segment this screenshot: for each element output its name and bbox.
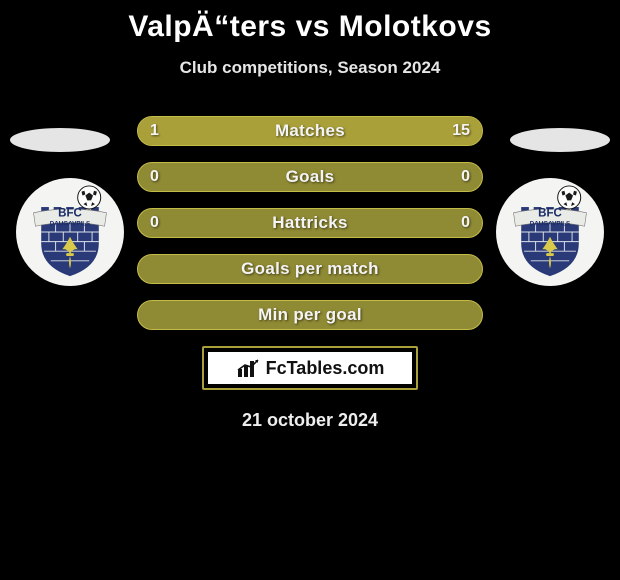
subtitle: Club competitions, Season 2024 xyxy=(0,58,620,78)
bar-value-right: 0 xyxy=(461,214,470,232)
page-title: ValpÄ“ters vs Molotkovs xyxy=(0,0,620,44)
bar-value-left: 0 xyxy=(150,214,159,232)
bar-value-right: 0 xyxy=(461,168,470,186)
bar-label: Hattricks xyxy=(272,213,347,233)
stat-bar: 0 0 Hattricks xyxy=(137,208,483,238)
bar-value-left: 1 xyxy=(150,122,159,140)
stat-bar: Min per goal xyxy=(137,300,483,330)
bar-value-right: 15 xyxy=(452,122,470,140)
stat-bar: Goals per match xyxy=(137,254,483,284)
bar-value-left: 0 xyxy=(150,168,159,186)
brand-label: FcTables.com xyxy=(266,358,385,379)
bar-label: Goals xyxy=(286,167,335,187)
stat-bar: 1 15 Matches xyxy=(137,116,483,146)
brand-box: FcTables.com xyxy=(202,346,418,390)
stat-bar: 0 0 Goals xyxy=(137,162,483,192)
date-label: 21 october 2024 xyxy=(0,410,620,431)
brand-chart-icon xyxy=(236,357,262,379)
bar-label: Matches xyxy=(275,121,345,141)
bar-label: Goals per match xyxy=(241,259,379,279)
comparison-bars: 1 15 Matches 0 0 Goals 0 0 Hattricks Goals per ma… xyxy=(0,116,620,431)
bar-label: Min per goal xyxy=(258,305,362,325)
